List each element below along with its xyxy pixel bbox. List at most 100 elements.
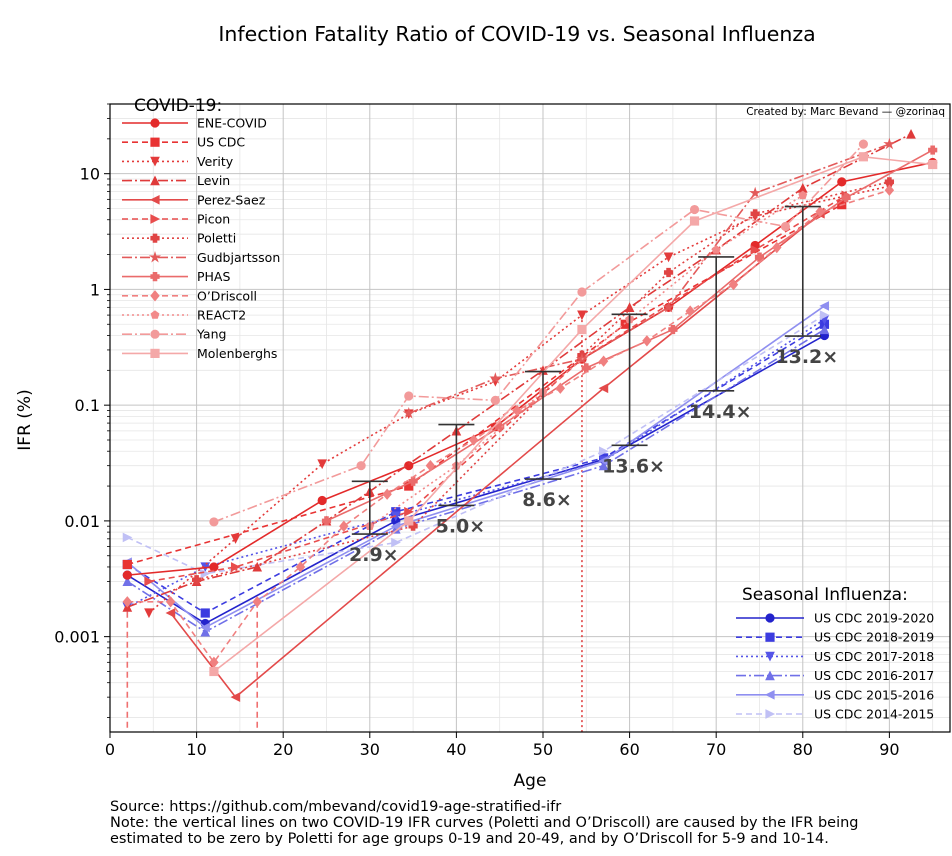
data-point [512, 404, 522, 417]
data-point [356, 461, 366, 471]
y-axis: 0.001 0.01 0.1 1 10 [54, 103, 110, 718]
legend-label: US CDC 2016-2017 [814, 668, 934, 683]
legend-marker [150, 118, 160, 128]
data-point [728, 278, 739, 291]
series-line [196, 181, 890, 581]
legend-entry: Picon [122, 212, 230, 227]
data-point [404, 461, 414, 471]
ifr-chart: Infection Fatality Ratio of COVID-19 vs.… [15, 22, 951, 790]
data-point [663, 267, 674, 278]
legend-label: Poletti [197, 231, 236, 246]
data-point [122, 532, 133, 543]
data-point [144, 608, 154, 619]
data-point [230, 562, 241, 572]
legend-entry: Gudbjartsson [122, 250, 280, 265]
legend-entry: Verity [122, 154, 234, 169]
ratio-label: 14.4× [689, 401, 752, 423]
data-point [750, 244, 761, 255]
legend-entry: ENE-COVID [122, 116, 267, 131]
legend-marker [150, 175, 160, 186]
data-point [577, 310, 587, 321]
data-point [798, 190, 808, 200]
data-point [598, 460, 609, 471]
legend-label: Molenberghs [197, 346, 277, 361]
series-line [148, 194, 847, 583]
legend-label: Yang [196, 327, 226, 342]
data-point [391, 537, 401, 548]
data-point [200, 622, 210, 633]
legend-label: US CDC 2019-2020 [814, 611, 934, 626]
legend-marker [765, 613, 775, 623]
legend-label: O’Driscoll [197, 288, 257, 303]
data-point [689, 204, 700, 215]
x-tick-label: 40 [446, 740, 466, 759]
data-point [598, 456, 609, 466]
series-yang [209, 139, 869, 527]
legend-label: US CDC 2014-2015 [814, 707, 934, 722]
legend-label: Verity [197, 154, 234, 169]
influenza-series [122, 301, 830, 637]
legend-entry: O’Driscoll [122, 288, 257, 303]
source-text: Source: https://github.com/mbevand/covid… [110, 799, 562, 815]
data-point [252, 561, 263, 572]
y-axis-label: IFR (%) [15, 389, 35, 450]
legend-marker [150, 329, 160, 339]
legend-marker [150, 310, 160, 319]
x-tick-label: 10 [186, 740, 206, 759]
data-point [230, 692, 241, 703]
series-us-cdc-2016-2017 [122, 324, 830, 637]
data-point [490, 395, 500, 405]
legend-entry: US CDC 2015-2016 [736, 687, 934, 702]
series-line [127, 133, 912, 608]
series-line [169, 213, 821, 698]
data-point [122, 559, 132, 570]
data-point [404, 506, 414, 517]
legend-marker [150, 348, 160, 359]
data-point [884, 184, 895, 196]
series-molenberghs [209, 152, 938, 677]
ratio-bar: 13.6× [602, 313, 665, 477]
data-point [122, 570, 132, 580]
data-point [883, 137, 896, 150]
ratio-label: 5.0× [436, 515, 486, 537]
data-point [165, 608, 176, 618]
data-point [599, 446, 609, 457]
data-point [468, 434, 479, 446]
data-point [598, 383, 609, 394]
legend-marker [150, 233, 160, 243]
zero-ifr-vertical-lines [126, 315, 583, 732]
legend-marker [150, 156, 160, 167]
note-line-1: Note: the vertical lines on two COVID-19… [110, 815, 859, 831]
legend-entry: US CDC 2019-2020 [736, 611, 934, 626]
data-point [750, 209, 760, 219]
legend-label: Picon [197, 212, 230, 227]
influenza-legend: Seasonal Influenza: US CDC 2019-2020 US C… [736, 585, 934, 722]
legend-label: Levin [197, 173, 230, 188]
data-point [906, 128, 916, 139]
x-tick-label: 50 [533, 740, 553, 759]
legend-marker [765, 632, 775, 642]
ratio-label: 13.6× [602, 455, 665, 477]
legend-entry: REACT2 [122, 308, 246, 323]
data-point [780, 221, 791, 232]
series-line [408, 143, 890, 415]
data-point [317, 495, 327, 506]
legend-entry: US CDC 2016-2017 [736, 668, 934, 683]
data-point [841, 193, 851, 203]
legend-label: Perez-Saez [197, 192, 266, 207]
data-point [819, 324, 830, 335]
legend-entry: US CDC 2017-2018 [736, 649, 934, 664]
y-tick-label: 0.1 [75, 396, 100, 415]
data-point [122, 576, 133, 587]
y-tick-label: 1 [90, 280, 100, 299]
data-point [624, 302, 635, 312]
data-point [425, 460, 436, 472]
data-point [555, 382, 566, 394]
data-point [200, 608, 210, 618]
legend-label: US CDC 2018-2019 [814, 630, 934, 645]
data-point [404, 516, 414, 526]
data-point [928, 145, 938, 155]
data-point [642, 335, 652, 347]
ratio-bar: 8.6× [522, 370, 572, 511]
data-point [230, 534, 241, 544]
